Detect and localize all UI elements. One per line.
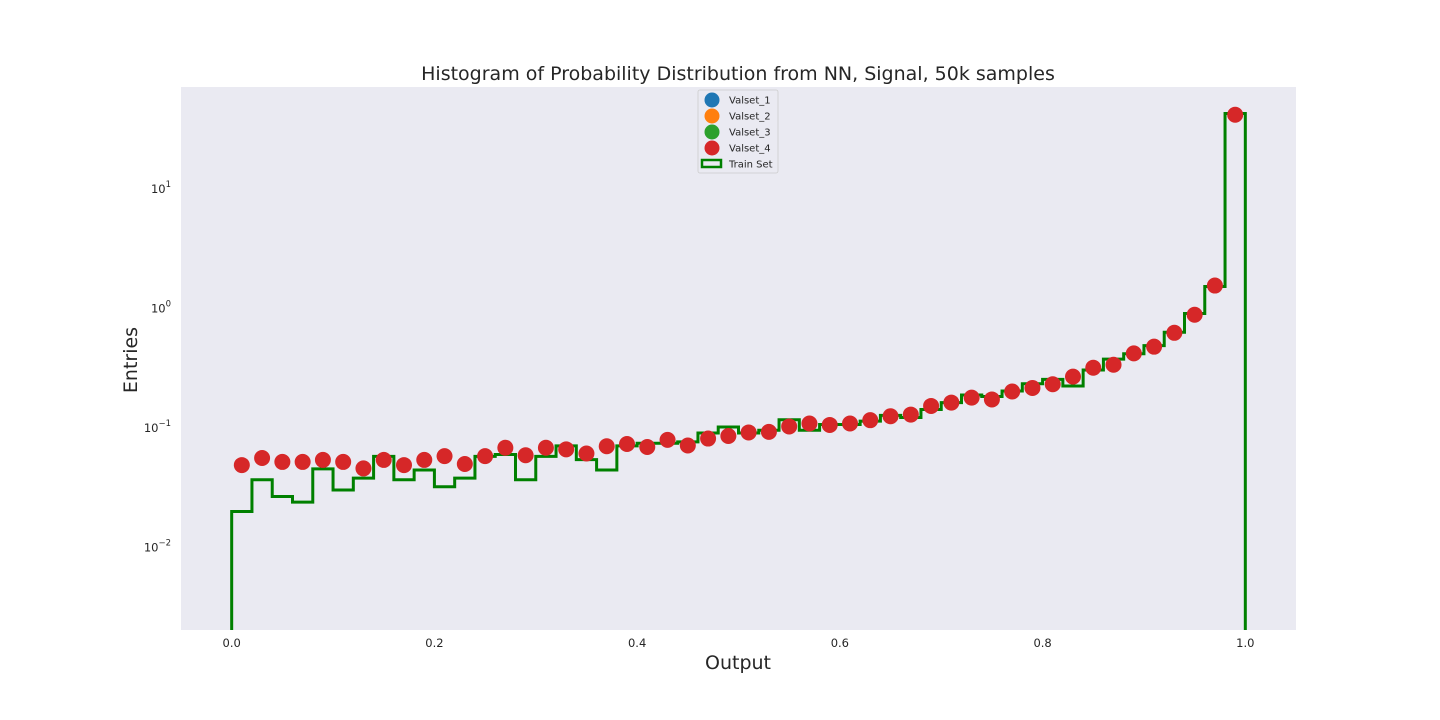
- data-point: [537, 439, 554, 456]
- data-point: [882, 408, 899, 425]
- x-tick-label: 0.0: [223, 636, 241, 650]
- y-tick-label: 10−1: [144, 419, 171, 435]
- x-tick-label: 0.2: [425, 636, 443, 650]
- data-point: [619, 436, 635, 453]
- data-point: [578, 445, 595, 462]
- data-point: [517, 447, 534, 464]
- data-point: [558, 441, 575, 458]
- data-point: [639, 438, 656, 455]
- legend: Valset_1 Valset_2 Valset_3 Valset_4 Train Se…: [697, 89, 779, 174]
- data-point: [416, 451, 433, 468]
- data-point: [233, 457, 250, 474]
- valset-points-layer: [233, 106, 1244, 477]
- data-point: [1206, 277, 1223, 294]
- data-point: [598, 438, 615, 455]
- data-point: [983, 391, 1000, 408]
- data-point: [314, 451, 331, 468]
- x-tick-label: 1.0: [1236, 636, 1254, 650]
- legend-label: Valset_1: [729, 96, 771, 107]
- data-point: [1065, 368, 1081, 385]
- legend-marker: [704, 92, 720, 108]
- data-point: [1044, 376, 1061, 393]
- data-point: [396, 457, 412, 474]
- data-point: [335, 453, 352, 470]
- data-point: [294, 453, 311, 470]
- data-point: [497, 439, 514, 456]
- data-point: [1024, 379, 1041, 396]
- data-point: [679, 437, 696, 454]
- x-tick-label: 0.8: [1033, 636, 1051, 650]
- data-point: [375, 451, 392, 468]
- chart-title: Histogram of Probability Distribution fr…: [421, 63, 1055, 85]
- data-point: [1186, 306, 1203, 323]
- data-point: [1085, 359, 1102, 376]
- data-point: [1004, 383, 1021, 400]
- data-point: [781, 418, 798, 435]
- data-point: [963, 389, 980, 406]
- data-point: [842, 415, 858, 432]
- x-tick-label: 0.6: [831, 636, 849, 650]
- data-point: [477, 448, 494, 465]
- data-point: [1146, 338, 1163, 355]
- data-point: [923, 397, 940, 414]
- data-point: [801, 415, 818, 432]
- x-tick-label: 0.4: [628, 636, 646, 650]
- legend-label: Valset_2: [729, 112, 771, 123]
- legend-marker: [704, 108, 720, 124]
- legend-marker: [704, 124, 720, 140]
- legend-marker: [700, 158, 723, 169]
- y-axis-ticks: 10−2 10−1 100 101: [144, 180, 171, 554]
- data-point: [862, 412, 879, 429]
- data-point: [436, 448, 453, 465]
- data-point: [254, 450, 271, 466]
- data-point: [740, 424, 757, 441]
- data-point: [700, 430, 717, 447]
- data-point: [1105, 356, 1122, 373]
- data-point: [355, 460, 372, 477]
- train-set-step-line: [230, 112, 1247, 630]
- data-point: [274, 453, 291, 470]
- y-axis-label: Entries: [120, 327, 142, 393]
- data-point: [1166, 324, 1183, 341]
- data-point: [821, 416, 838, 433]
- data-point: [720, 428, 737, 445]
- train-set-step-layer: [230, 112, 1247, 630]
- y-tick-label: 100: [151, 299, 171, 315]
- data-point: [659, 431, 676, 448]
- data-point: [456, 456, 473, 472]
- data-point: [943, 394, 960, 411]
- legend-label: Train Set: [728, 160, 773, 171]
- y-tick-label: 101: [151, 180, 171, 196]
- data-point: [1125, 345, 1142, 362]
- legend-marker: [704, 140, 720, 156]
- data-point: [902, 406, 919, 423]
- x-axis-label: Output: [705, 652, 771, 674]
- x-axis-ticks: 0.0 0.2 0.4 0.6 0.8 1.0: [223, 636, 1255, 650]
- data-point: [1227, 106, 1244, 123]
- legend-label: Valset_4: [729, 144, 771, 155]
- data-point: [760, 423, 777, 440]
- legend-label: Valset_3: [729, 128, 771, 139]
- y-tick-label: 10−2: [144, 538, 171, 554]
